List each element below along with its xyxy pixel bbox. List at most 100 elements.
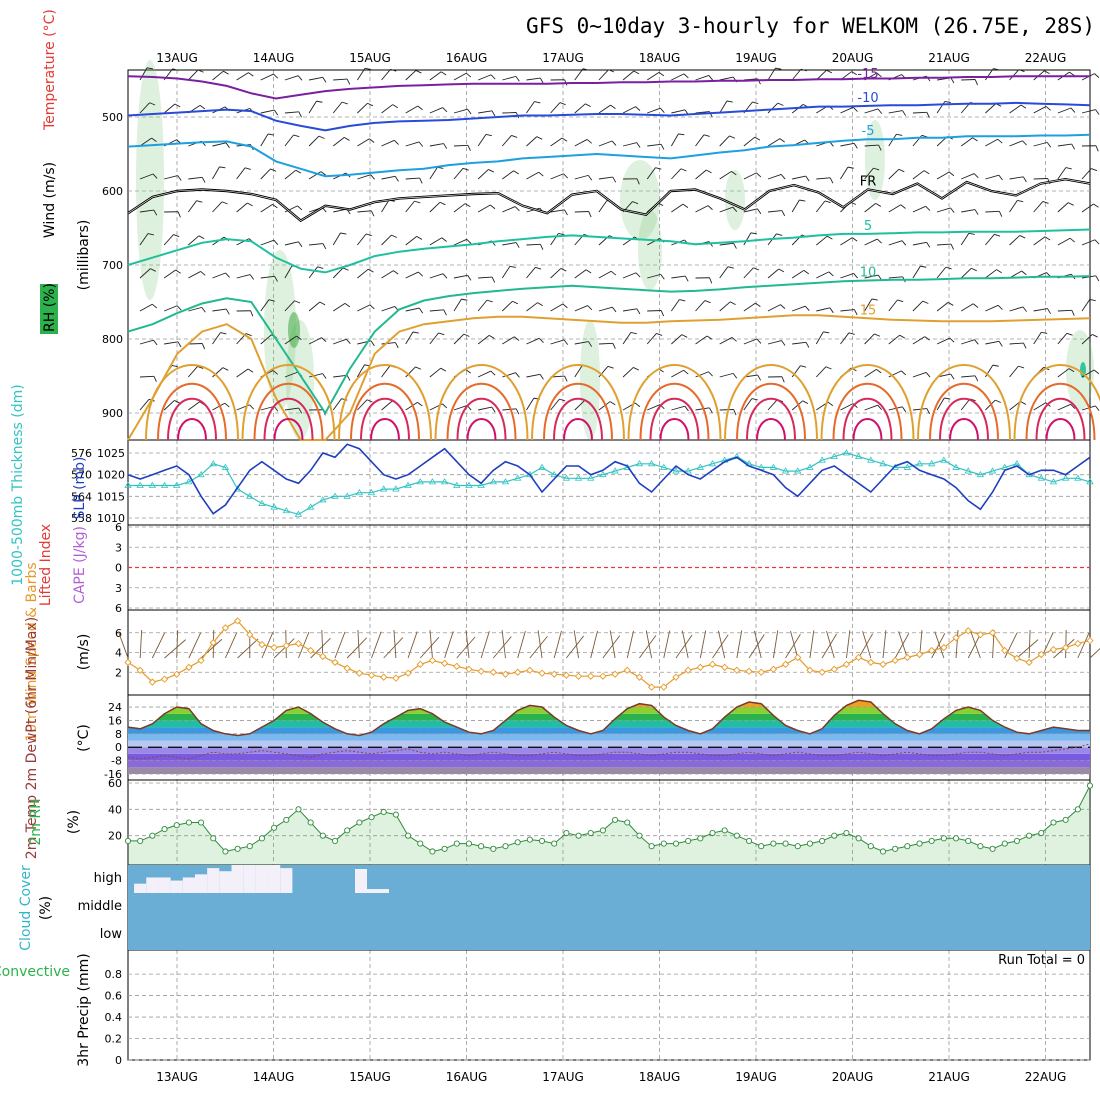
surface-temp-contour <box>273 418 304 441</box>
wind-barb-flag <box>419 307 424 314</box>
wind-barb-flag <box>708 75 713 81</box>
pressure-axis-title: (millibars) <box>76 220 92 291</box>
wind-barb-flag <box>221 201 228 205</box>
date-label-top: 22AUG <box>1025 51 1067 65</box>
thickness-point <box>1001 463 1009 470</box>
wind-barb-flag <box>875 202 882 207</box>
wind-barb <box>1009 140 1023 147</box>
wind-speed-point <box>769 665 778 673</box>
surface-temp-contour <box>939 397 989 441</box>
wind-speed-point <box>964 627 972 635</box>
wind-barb-flag <box>394 176 399 182</box>
wind-barb <box>260 239 275 246</box>
surface-wind-barb <box>334 631 346 659</box>
rh-point <box>831 832 838 839</box>
rh-point <box>198 819 205 826</box>
wind-barb-flag <box>1071 310 1075 316</box>
wind-barb <box>477 370 492 378</box>
wind-barb-flag <box>805 342 810 348</box>
wind-barb-flag <box>196 200 203 203</box>
wind-barb <box>598 270 612 279</box>
thickness-tick-label: 564 <box>71 490 92 503</box>
wind-barb-flag <box>876 72 882 78</box>
surface-wind-barb <box>809 630 815 659</box>
rh-point <box>1062 816 1069 823</box>
wind-barb-flag <box>511 135 518 138</box>
wind-barb <box>791 305 806 312</box>
rh-point <box>453 840 460 847</box>
wind-barb <box>164 341 179 345</box>
wind-barb-flag <box>612 176 617 183</box>
wind-barb <box>260 275 275 279</box>
wind-speed-point <box>976 631 985 639</box>
wind-barb <box>671 203 684 213</box>
wind-speed-point <box>331 658 339 667</box>
wind-barb-flag <box>467 108 472 115</box>
wind-barb <box>212 308 227 312</box>
surface-temp-contour <box>563 418 593 441</box>
wind-barb-flag <box>972 137 978 142</box>
wind-barb-flag <box>944 100 951 104</box>
rh-point <box>733 832 740 839</box>
surface-wind-barb <box>188 632 202 659</box>
wind-barb-flag <box>491 406 496 413</box>
wind-barb <box>429 367 442 378</box>
wind-speed-point <box>477 667 485 675</box>
thickness-point <box>392 485 400 492</box>
temp-bands <box>128 700 1090 774</box>
wind-barb <box>429 273 444 279</box>
wind-barb-flag <box>731 337 737 342</box>
cloud-level-label: middle <box>78 899 122 914</box>
thickness-point <box>684 467 692 474</box>
wind-barb <box>791 269 805 279</box>
thickness-point <box>550 470 558 478</box>
wind-barb-flag <box>321 337 327 342</box>
surface-wind-barb <box>573 630 580 659</box>
wind-barb <box>815 331 824 345</box>
rh-point <box>989 845 996 852</box>
wind-barb <box>405 200 415 213</box>
wind-speed-point <box>623 666 631 674</box>
wind-barb <box>1057 309 1072 312</box>
wind-speed-point <box>745 667 753 675</box>
wind-speed-point <box>660 683 668 691</box>
wind-barb-flag <box>247 202 253 207</box>
wind-barb <box>985 269 997 279</box>
thickness-point <box>952 463 960 470</box>
wind-barb <box>695 169 707 180</box>
wind-barb <box>840 237 853 246</box>
surface-temp-contour <box>917 364 1011 441</box>
isotherm-line-highlight <box>127 178 1091 221</box>
surface-temp-contour <box>929 382 999 441</box>
wind-barb <box>502 75 516 81</box>
wind-barb-flag <box>153 209 158 216</box>
wind-barb-flag <box>901 240 907 246</box>
wind-barb-flag <box>852 237 858 242</box>
surface-wind-barb <box>465 630 470 659</box>
wind-barb <box>671 369 684 378</box>
wind-barb <box>767 340 782 345</box>
wind-barb <box>574 139 588 147</box>
wind-barb <box>550 303 563 312</box>
temp-band <box>128 733 1090 741</box>
wind-barb <box>840 106 854 114</box>
rh-tick-label: 40 <box>108 803 122 816</box>
wind-barb <box>985 364 994 378</box>
thickness-point <box>173 481 181 488</box>
wind-barb <box>260 73 274 81</box>
wind-barb <box>212 201 223 213</box>
wind-barb <box>405 236 418 246</box>
wind-speed-point <box>185 663 193 671</box>
wind-barb-flag <box>922 300 929 304</box>
wind-barb <box>1057 143 1072 147</box>
wind-barb <box>381 400 393 411</box>
wind-speed-line <box>127 620 1091 688</box>
lifted-index-tick-label: 3 <box>115 582 122 595</box>
date-label-top: 14AUG <box>253 51 295 65</box>
wind-speed-point <box>440 659 449 667</box>
wind-barb <box>912 265 921 279</box>
wind-barb-flag <box>219 166 226 169</box>
rh-point <box>916 840 923 847</box>
wind-barb-flag <box>974 375 979 382</box>
wind-barb <box>647 107 661 114</box>
